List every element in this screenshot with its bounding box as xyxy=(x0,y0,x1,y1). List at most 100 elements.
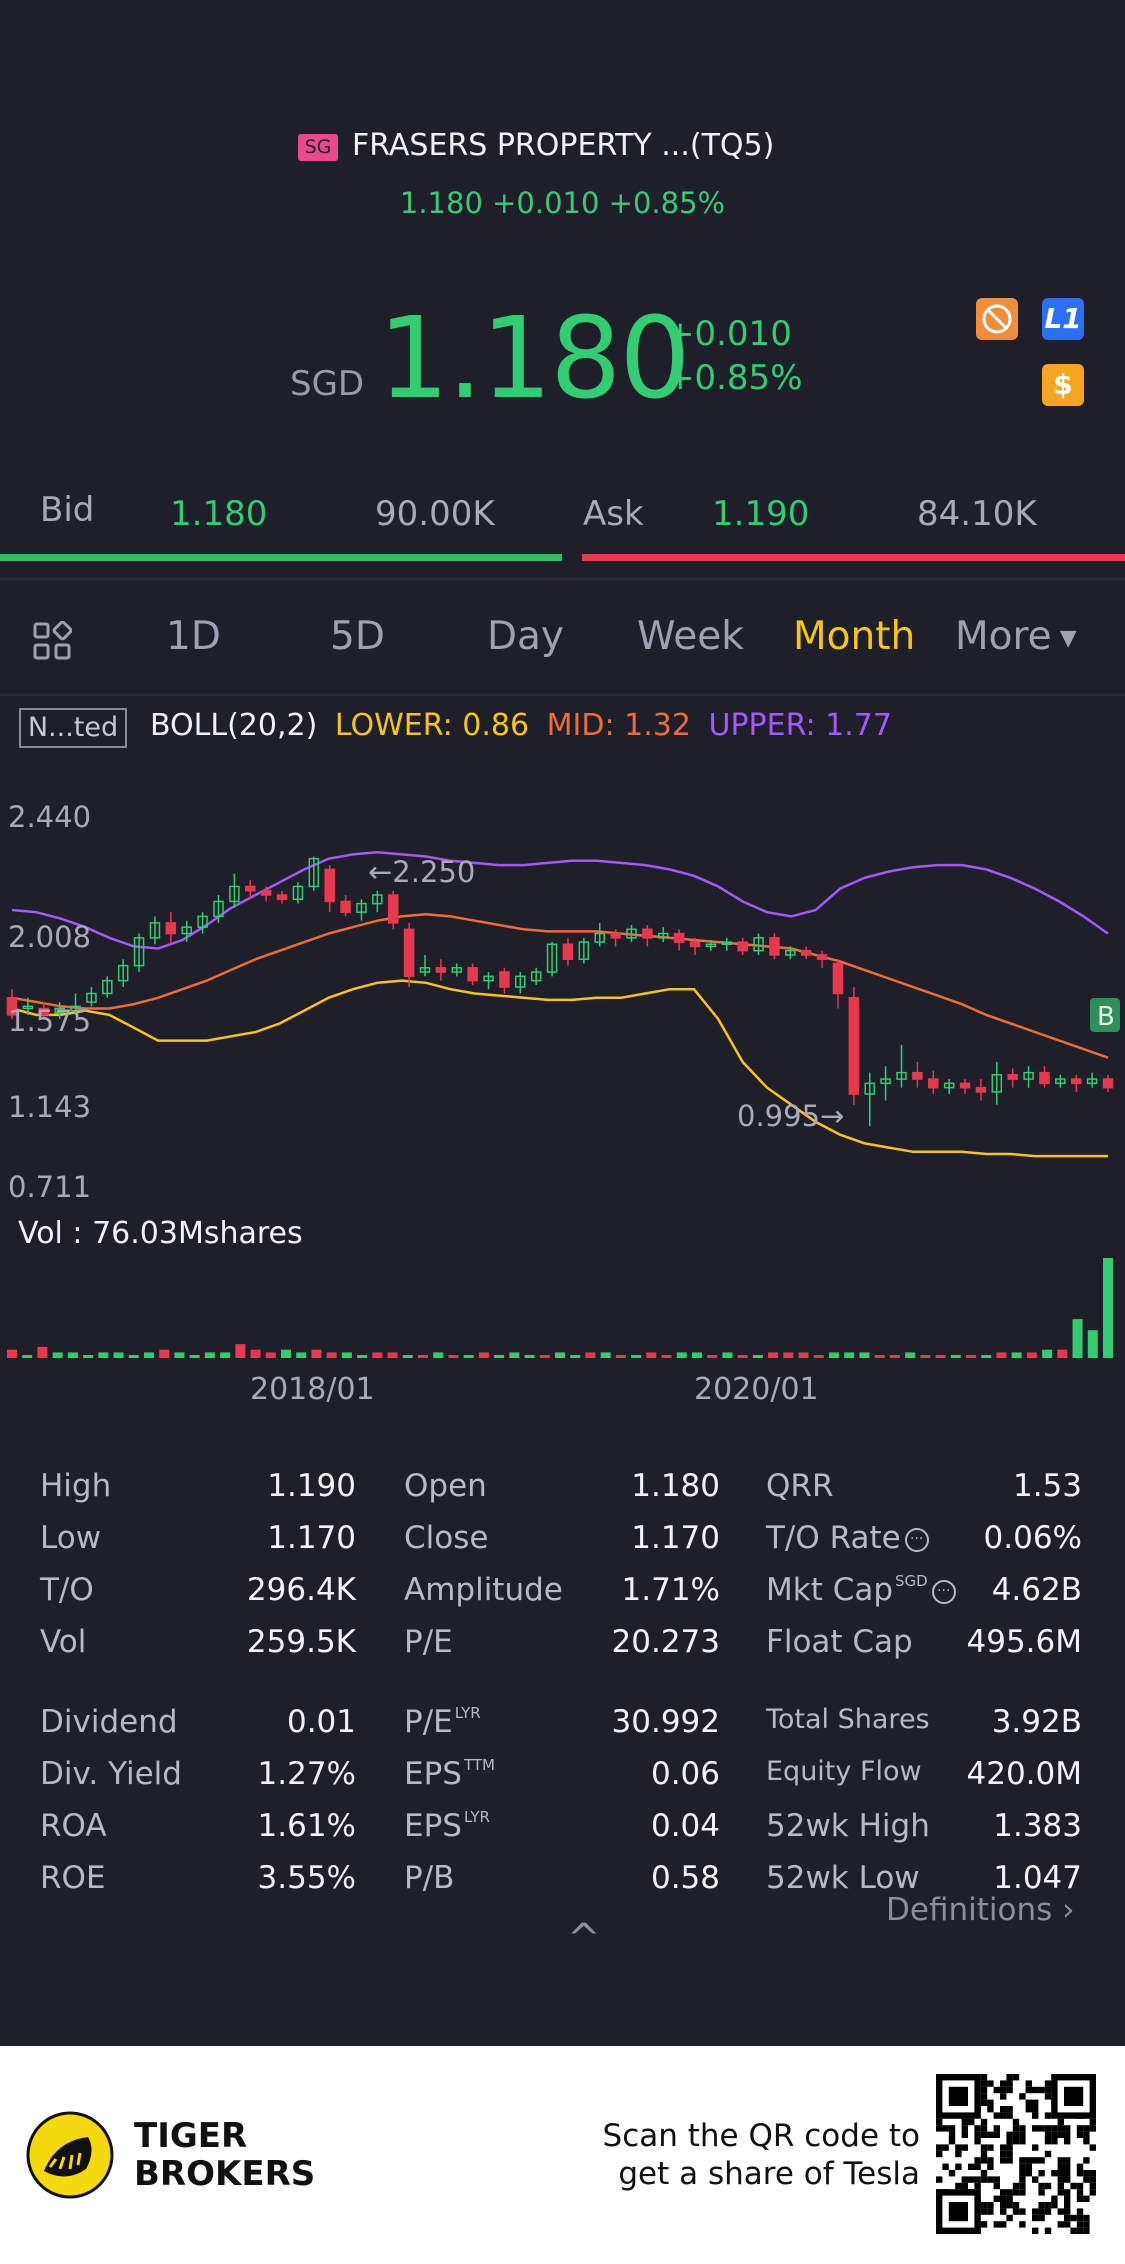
volume-bar xyxy=(52,1352,63,1358)
tab-month[interactable]: Month xyxy=(793,614,916,659)
volume-bar xyxy=(98,1352,109,1358)
last-price: 1.180 xyxy=(378,294,691,424)
boll-readout: BOLL(20,2) LOWER: 0.86 MID: 1.32 UPPER: … xyxy=(150,708,892,743)
candle xyxy=(1102,1078,1114,1089)
stat-label-text: Total Shares xyxy=(766,1704,930,1735)
stat-label: Open xyxy=(404,1468,487,1504)
candle xyxy=(165,922,177,935)
divider xyxy=(0,578,1125,580)
currency-label: SGD xyxy=(290,364,365,404)
tab-week[interactable]: Week xyxy=(637,614,744,659)
volume-bar xyxy=(539,1355,550,1358)
candle xyxy=(451,967,463,973)
tab-day[interactable]: Day xyxy=(487,614,565,659)
volume-bar xyxy=(905,1352,916,1358)
volume-bar xyxy=(996,1352,1007,1358)
boll-lower: LOWER: 0.86 xyxy=(334,708,530,743)
y-tick-label: 2.008 xyxy=(8,920,92,954)
promo-line: get a share of Tesla xyxy=(618,2156,920,2192)
stat-label-text: Equity Flow xyxy=(766,1756,922,1787)
candle xyxy=(229,885,240,903)
stat-label: Close xyxy=(404,1520,488,1556)
stat-value: 1.047 xyxy=(993,1860,1082,1896)
brand-line: BROKERS xyxy=(134,2154,316,2194)
stat-label-text: Dividend xyxy=(40,1704,178,1740)
candle xyxy=(1039,1071,1050,1085)
candle xyxy=(86,992,97,1003)
volume-bar xyxy=(555,1352,565,1358)
tiger-logo-icon xyxy=(26,2111,114,2199)
volume-bar xyxy=(935,1355,946,1358)
info-icon[interactable]: ··· xyxy=(904,1527,929,1552)
volume-bar xyxy=(1057,1349,1068,1358)
boll-mid: MID: 1.32 xyxy=(546,708,691,743)
buy-marker[interactable] xyxy=(1090,998,1120,1032)
volume-bar xyxy=(159,1349,170,1358)
tab-1d[interactable]: 1D xyxy=(166,614,221,659)
dollar-icon[interactable]: $ xyxy=(1042,364,1084,406)
volume-bar xyxy=(966,1355,976,1358)
volume-bar xyxy=(798,1352,809,1358)
y-tick-label: 1.143 xyxy=(8,1090,92,1124)
stat-value: 4.62B xyxy=(991,1572,1082,1608)
stat-label: P/E xyxy=(404,1624,453,1660)
x-tick-label: 2020/01 xyxy=(694,1372,819,1407)
qr-code-icon xyxy=(936,2074,1096,2234)
stat-label: Mkt Cap SGD··· xyxy=(766,1572,956,1608)
candle xyxy=(832,962,844,995)
stat-value: 1.180 xyxy=(631,1468,720,1504)
x-tick-label: 2018/01 xyxy=(250,1372,375,1407)
stat-label: Dividend xyxy=(40,1704,178,1740)
definitions-label: Definitions xyxy=(886,1892,1053,1928)
candle xyxy=(38,1007,50,1016)
indicator-selector[interactable]: N...ted xyxy=(19,708,127,748)
chevron-up-icon[interactable]: ^ xyxy=(567,1916,601,1962)
candle xyxy=(626,928,637,939)
price-chart[interactable]: ←2.250 0.995→ B xyxy=(0,780,1125,1360)
volume-bar xyxy=(311,1349,322,1358)
no-trade-icon[interactable] xyxy=(976,298,1018,340)
candle xyxy=(435,967,447,973)
volume-bar xyxy=(889,1355,900,1358)
stat-value: 495.6M xyxy=(966,1624,1083,1660)
level1-icon[interactable]: L1 xyxy=(1042,298,1084,340)
stat-label: 52wk High xyxy=(766,1808,930,1844)
info-icon[interactable]: ··· xyxy=(931,1579,956,1604)
stat-value: 0.01 xyxy=(286,1704,356,1740)
boll-upper-line xyxy=(11,850,1109,950)
boll-upper: UPPER: 1.77 xyxy=(708,708,892,743)
definitions-link[interactable]: Definitions › xyxy=(886,1892,1075,1928)
boll-lower-line xyxy=(11,979,1108,1158)
stat-value: 420.0M xyxy=(966,1756,1083,1792)
volume-bar xyxy=(1103,1258,1113,1358)
tab-more[interactable]: More ▼ xyxy=(955,614,1077,659)
stat-label-text: Open xyxy=(404,1468,487,1504)
layout-grid-icon[interactable] xyxy=(32,620,73,661)
candle xyxy=(642,928,653,939)
bid-volume-bar xyxy=(0,554,562,561)
bid-size: 90.00K xyxy=(375,494,495,534)
promo-line: Scan the QR code to xyxy=(602,2118,920,2154)
tab-more-label: More xyxy=(955,614,1052,659)
stat-label-text: Close xyxy=(404,1520,489,1556)
candle xyxy=(721,941,733,946)
volume-bar xyxy=(524,1355,535,1358)
volume-bar xyxy=(585,1352,596,1358)
volume-bar xyxy=(265,1352,276,1358)
candle xyxy=(753,937,764,952)
candle xyxy=(991,1074,1003,1093)
candle xyxy=(499,971,510,988)
volume-bar xyxy=(37,1346,48,1358)
stat-value: 0.06 xyxy=(650,1756,720,1792)
tab-5d[interactable]: 5D xyxy=(330,614,385,659)
candle xyxy=(387,894,399,924)
stat-label: Amplitude xyxy=(404,1572,563,1608)
volume-bar xyxy=(128,1355,139,1358)
candle xyxy=(54,1007,65,1014)
candle xyxy=(70,1005,81,1012)
volume-bar xyxy=(631,1355,642,1358)
candle xyxy=(673,932,685,943)
volume-bar xyxy=(250,1349,261,1358)
volume-bar xyxy=(920,1355,931,1358)
stat-label: Vol xyxy=(40,1624,86,1660)
